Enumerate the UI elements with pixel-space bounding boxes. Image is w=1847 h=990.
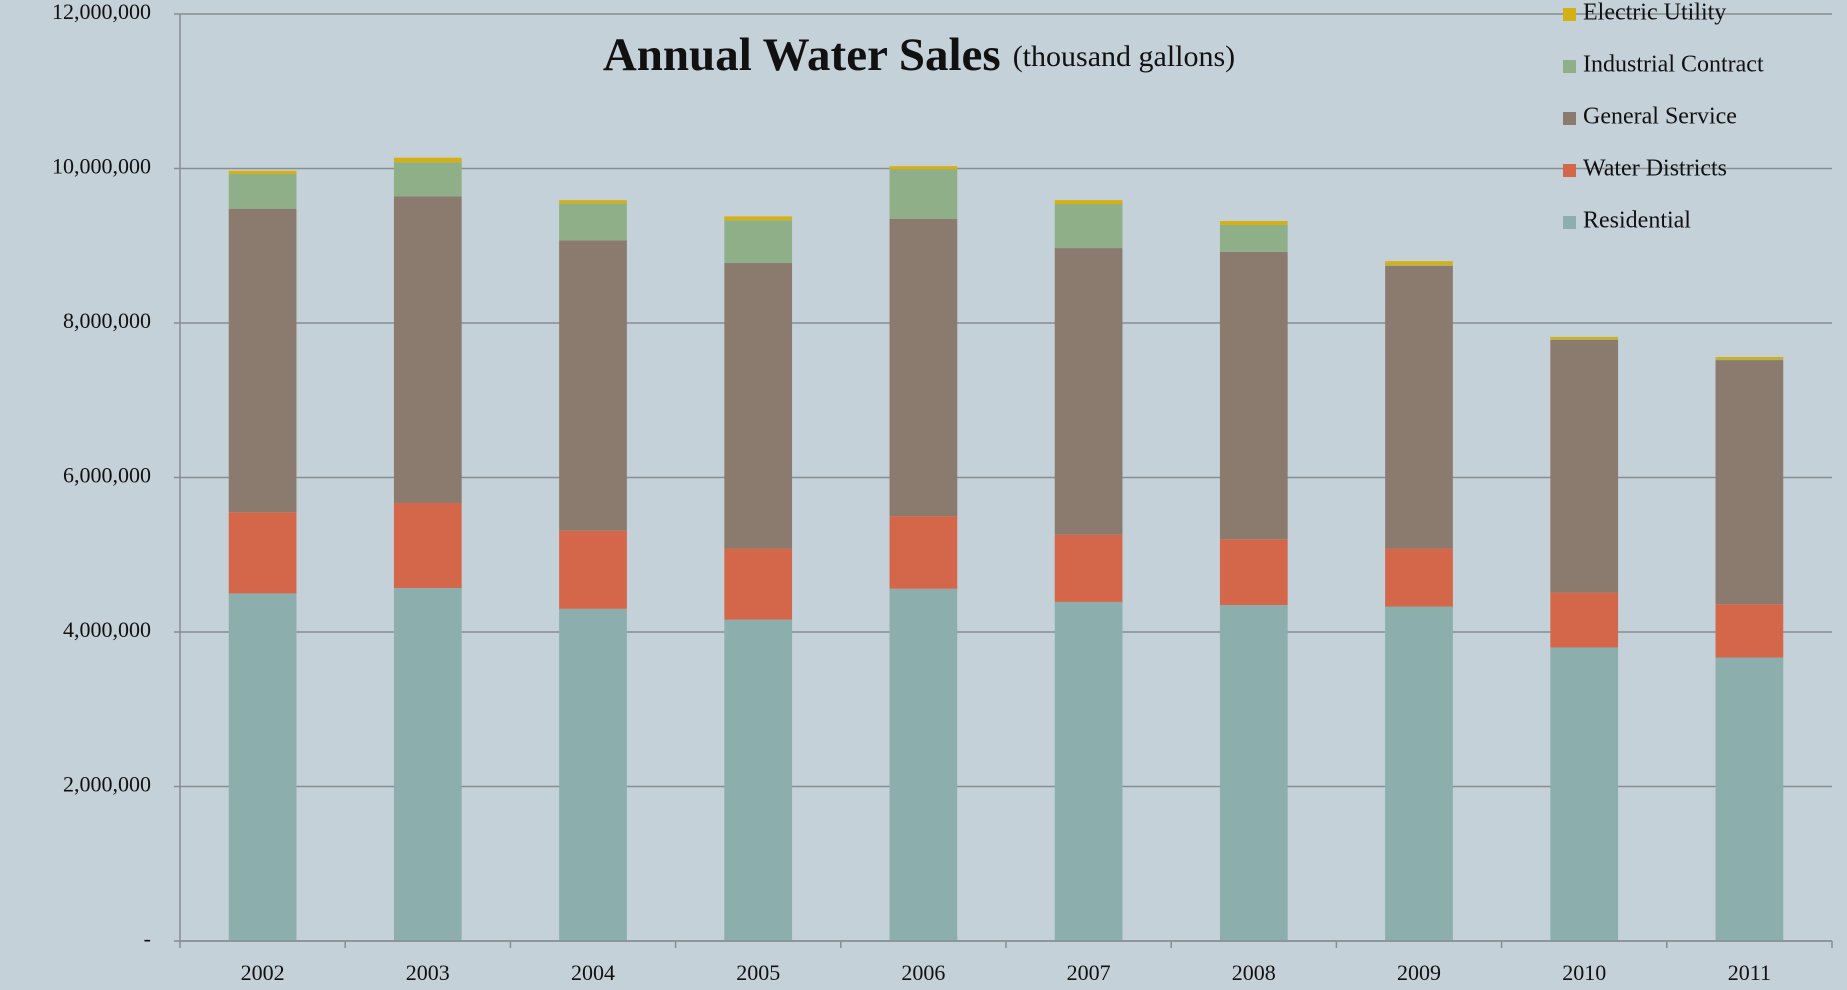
bar-segment [393, 162, 462, 197]
legend-swatch [1563, 8, 1576, 21]
bar-segment [1550, 339, 1619, 593]
bar-segment [889, 516, 958, 589]
bar-segment [1550, 592, 1619, 648]
bar-segment [393, 196, 462, 503]
x-tick-label: 2009 [1397, 960, 1441, 985]
legend-swatch [1563, 164, 1576, 177]
y-tick-label: 12,000,000 [52, 0, 151, 24]
chart-subtitle: (thousand gallons) [1013, 40, 1235, 73]
bar-segment [1054, 248, 1123, 535]
bar-segment [1550, 647, 1619, 941]
chart-title: Annual Water Sales [603, 29, 1001, 81]
chart-title-group: Annual Water Sales (thousand gallons) [603, 29, 1235, 81]
bar-segment [393, 502, 462, 588]
bar-segment [559, 240, 627, 531]
legend-label: Electric Utility [1583, 0, 1726, 26]
x-tick-label: 2007 [1067, 960, 1111, 985]
bar-segment [889, 588, 958, 941]
legend-label: Industrial Contract [1583, 52, 1764, 78]
bar-segment [724, 619, 793, 941]
x-tick-label: 2005 [736, 960, 780, 985]
bar-segment [889, 169, 958, 219]
bar-segment [1715, 356, 1784, 360]
bar-segment [559, 203, 627, 241]
bar-segment [1219, 604, 1288, 941]
x-tick-label: 2010 [1562, 960, 1606, 985]
legend-swatch [1563, 60, 1576, 73]
bar-segment [559, 200, 627, 204]
x-tick-label: 2003 [406, 960, 450, 985]
bar-segment [1385, 548, 1453, 607]
bar-segment [1054, 200, 1123, 205]
bar-segment [1715, 360, 1784, 605]
bar-segment [724, 548, 793, 620]
y-tick-label: 2,000,000 [63, 772, 151, 797]
bar-segment [1219, 251, 1288, 540]
bar-segment [889, 218, 958, 517]
bar-segment [1219, 539, 1288, 605]
bar-segment [1385, 606, 1453, 941]
y-tick-label: 8,000,000 [63, 308, 151, 333]
bar-segment [1385, 265, 1453, 266]
bar-segment [559, 608, 627, 941]
x-tick-label: 2004 [571, 960, 615, 985]
bar-segment [1219, 221, 1288, 225]
bar-segment [1550, 336, 1619, 340]
y-tick-label: 6,000,000 [63, 463, 151, 488]
bar-segment [1054, 601, 1123, 941]
bar-segment [228, 173, 297, 209]
bar-segment [724, 262, 793, 549]
legend-label: Residential [1583, 208, 1691, 234]
bar-segment [1550, 339, 1619, 340]
bar-segment [1054, 204, 1123, 249]
x-tick-label: 2002 [241, 960, 285, 985]
bar-segment [724, 220, 793, 263]
bar-segment [1715, 657, 1784, 941]
x-tick-label: 2006 [901, 960, 945, 985]
bar-segment [1385, 261, 1453, 266]
bar-segment [228, 593, 297, 941]
bar-segment [228, 170, 297, 174]
y-tick-label: 4,000,000 [63, 617, 151, 642]
bar-segment [1219, 224, 1288, 252]
bar-segment [1715, 604, 1784, 658]
legend-swatch [1563, 216, 1576, 229]
bar-segment [1715, 359, 1784, 361]
x-tick-label: 2008 [1232, 960, 1276, 985]
legend-label: Water Districts [1583, 156, 1727, 182]
bar-segment [393, 157, 462, 163]
bar-segment [1054, 534, 1123, 602]
bar-segment [559, 530, 627, 609]
legend-label: General Service [1583, 104, 1737, 130]
bar-segment [889, 166, 958, 170]
y-tick-label: - [144, 926, 151, 951]
x-tick-label: 2011 [1728, 960, 1771, 985]
bar-segment [228, 208, 297, 513]
legend-swatch [1563, 112, 1576, 125]
bar-segment [724, 216, 793, 221]
bar-segment [1385, 265, 1453, 549]
bar-segment [393, 587, 462, 941]
bar-segment [228, 512, 297, 594]
y-tick-label: 10,000,000 [52, 154, 151, 179]
